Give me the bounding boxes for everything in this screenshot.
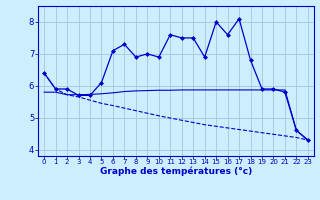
X-axis label: Graphe des températures (°c): Graphe des températures (°c) bbox=[100, 167, 252, 176]
